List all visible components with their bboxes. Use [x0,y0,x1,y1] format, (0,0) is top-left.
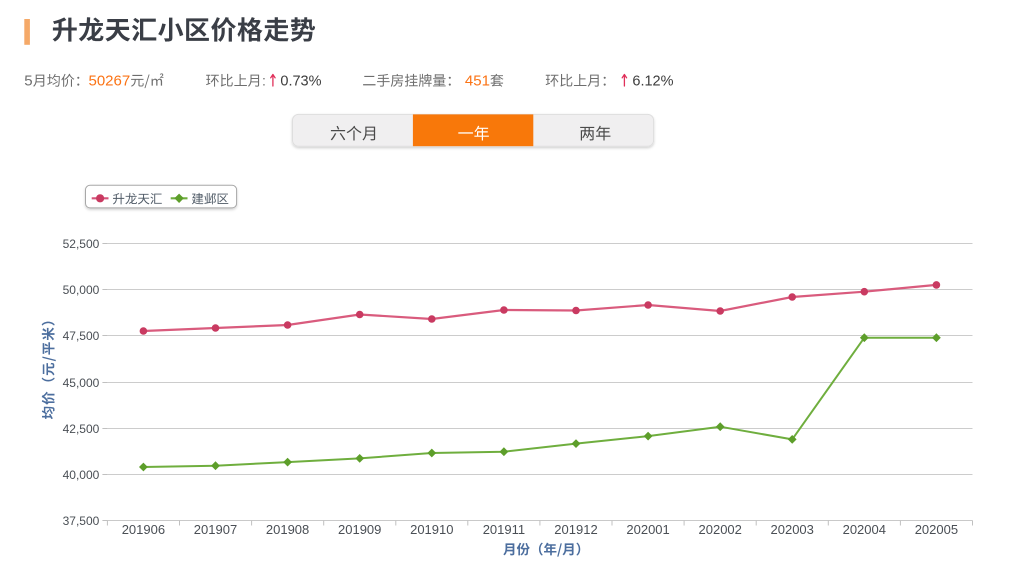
svg-text:202005: 202005 [915,522,958,537]
svg-text:201910: 201910 [410,522,453,537]
svg-text:201909: 201909 [338,522,381,537]
svg-text:6.12%: 6.12% [632,73,673,89]
svg-text:202002: 202002 [699,522,742,537]
svg-text:42,500: 42,500 [63,422,100,436]
svg-text:50267: 50267 [89,72,131,89]
svg-text:202003: 202003 [771,522,814,537]
svg-text:45,000: 45,000 [63,376,100,390]
svg-text:40,000: 40,000 [63,468,100,482]
svg-text:50,000: 50,000 [63,283,100,297]
svg-text:201912: 201912 [554,522,597,537]
svg-text::: : [262,72,266,88]
svg-text:47,500: 47,500 [63,329,100,343]
svg-text:451: 451 [465,72,490,89]
svg-text:202004: 202004 [843,522,886,537]
svg-text:201907: 201907 [194,522,237,537]
svg-text:52,500: 52,500 [63,237,100,251]
svg-text:5: 5 [24,72,32,89]
svg-text:201908: 201908 [266,522,309,537]
svg-text:202001: 202001 [626,522,669,537]
svg-text:0.73%: 0.73% [280,73,321,89]
svg-text:201911: 201911 [483,522,525,537]
svg-text:37,500: 37,500 [63,514,100,528]
svg-text:201906: 201906 [122,522,165,537]
